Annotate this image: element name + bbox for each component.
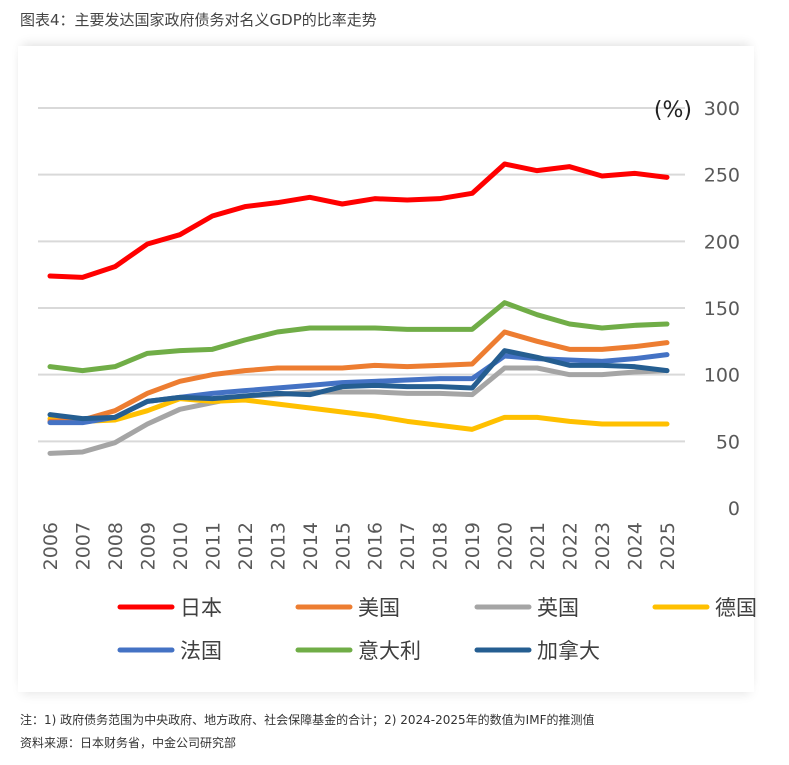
x-tick-label: 2024 <box>625 522 647 570</box>
series-line-4 <box>47 396 670 432</box>
x-tick-label: 2017 <box>397 522 419 570</box>
series-line-2 <box>47 329 670 424</box>
y-tick-label: 200 <box>704 231 740 253</box>
y-tick-label: 0 <box>728 498 740 520</box>
x-tick-label: 2006 <box>40 522 62 570</box>
unit-label: (%) <box>654 98 692 123</box>
chart-source: 资料来源：日本财务省，中金公司研究部 <box>20 736 237 750</box>
x-tick-label: 2021 <box>527 522 549 570</box>
legend-label: 法国 <box>180 639 222 663</box>
y-tick-label: 150 <box>704 298 740 320</box>
legend-label: 日本 <box>180 596 222 620</box>
y-tick-label: 100 <box>704 365 740 387</box>
x-tick-label: 2016 <box>365 522 387 570</box>
chart-note: 注：1) 政府债务范围为中央政府、地方政府、社会保障基金的合计；2) 2024-… <box>20 713 595 727</box>
x-tick-label: 2019 <box>462 522 484 570</box>
x-tick-label: 2023 <box>592 522 614 570</box>
x-tick-label: 2018 <box>430 522 452 570</box>
x-tick-label: 2011 <box>202 522 224 570</box>
legend-label: 意大利 <box>358 639 421 663</box>
x-tick-label: 2022 <box>560 522 582 570</box>
y-tick-label: 250 <box>704 165 740 187</box>
x-tick-label: 2025 <box>657 522 679 570</box>
x-tick-label: 2013 <box>267 522 289 570</box>
chart-title: 图表4：主要发达国家政府债务对名义GDP的比率走势 <box>20 11 377 29</box>
legend-label: 加拿大 <box>537 639 600 663</box>
x-tick-label: 2008 <box>105 522 127 570</box>
series-line-1 <box>47 161 670 280</box>
legend-label: 德国 <box>715 596 757 620</box>
x-tick-label: 2009 <box>137 522 159 570</box>
x-tick-label: 2007 <box>72 522 94 570</box>
series-line-6 <box>47 300 670 374</box>
y-tick-label: 50 <box>716 431 740 453</box>
x-tick-label: 2020 <box>495 522 517 570</box>
x-tick-label: 2010 <box>170 522 192 570</box>
legend-label: 英国 <box>537 596 579 620</box>
y-tick-label: 300 <box>704 98 740 120</box>
x-tick-label: 2015 <box>332 522 354 570</box>
legend-label: 美国 <box>358 596 400 620</box>
x-tick-label: 2014 <box>300 522 322 570</box>
x-tick-label: 2012 <box>235 522 257 570</box>
series-line-3 <box>47 365 670 456</box>
series-line-7 <box>47 348 670 422</box>
